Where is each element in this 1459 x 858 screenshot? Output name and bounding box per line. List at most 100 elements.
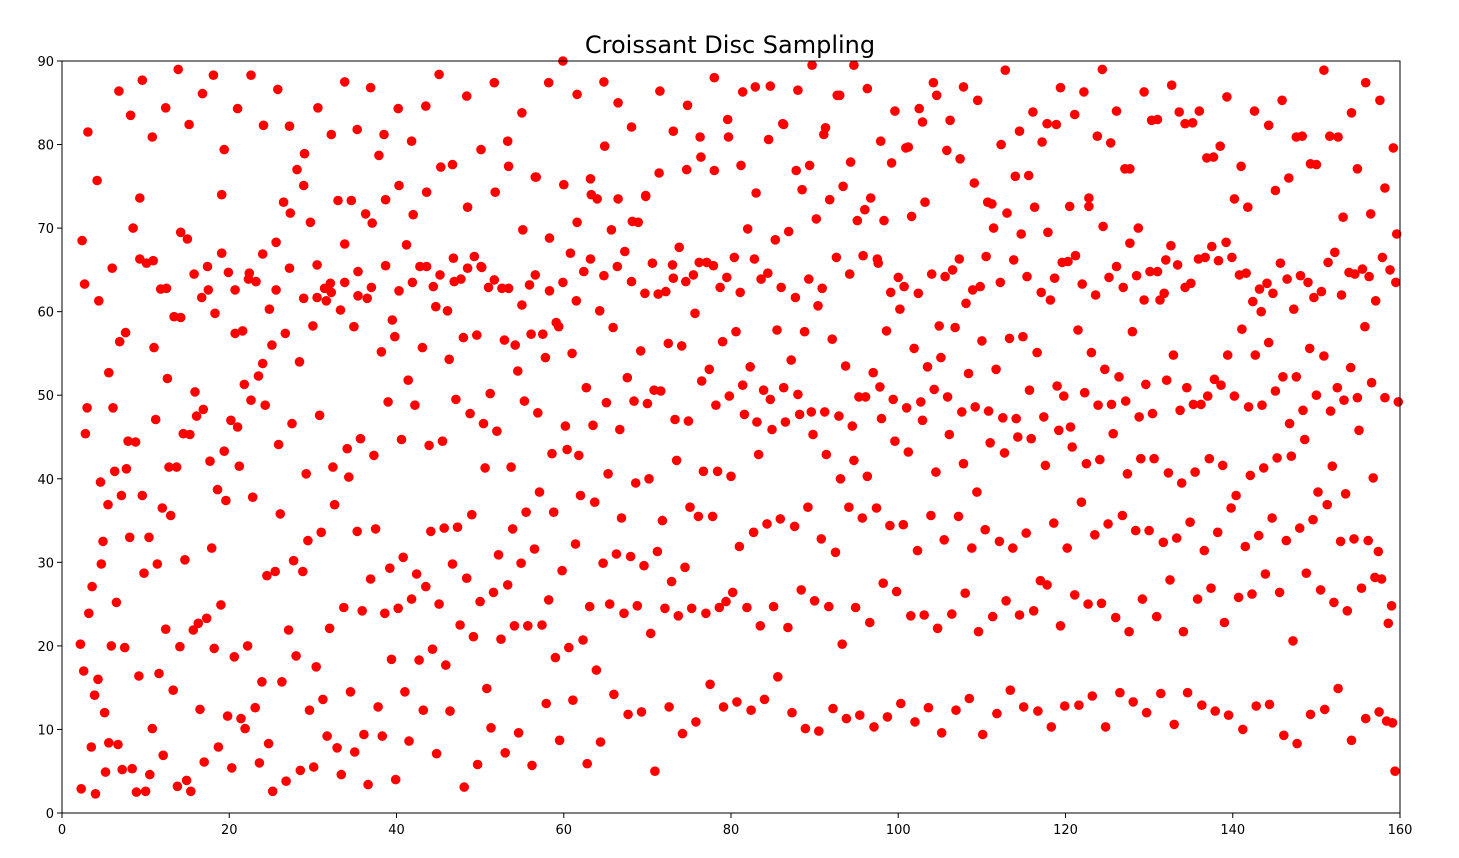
data-point [442, 306, 453, 316]
data-point [914, 103, 924, 114]
data-point [175, 641, 185, 652]
data-point [164, 462, 174, 472]
data-point [267, 340, 277, 350]
data-point [451, 394, 461, 405]
data-point [459, 782, 470, 792]
data-point [919, 610, 929, 620]
data-point [951, 705, 961, 715]
data-point [1388, 143, 1399, 153]
data-point [557, 565, 567, 576]
data-point [205, 456, 215, 467]
data-point [1352, 392, 1363, 403]
data-point [913, 288, 924, 299]
data-point [708, 260, 719, 271]
data-point [1380, 183, 1390, 193]
data-point [775, 514, 786, 524]
data-point [790, 292, 801, 303]
data-point [944, 429, 955, 440]
data-point [1137, 594, 1148, 604]
x-tick-label: 80 [723, 823, 740, 838]
data-point [1264, 699, 1275, 710]
data-point [838, 181, 848, 192]
data-point [1336, 290, 1347, 300]
data-point [1069, 109, 1080, 120]
data-point [114, 336, 125, 347]
data-point [434, 69, 444, 80]
data-point [1319, 704, 1330, 715]
data-point [478, 418, 489, 429]
data-point [1330, 247, 1340, 258]
data-point [547, 448, 557, 459]
data-point [1270, 386, 1281, 396]
data-point [998, 413, 1008, 423]
data-point [1010, 171, 1021, 182]
data-point [168, 685, 178, 695]
data-point [483, 282, 494, 293]
data-point [1021, 528, 1031, 538]
data-point [1059, 391, 1069, 401]
data-point [960, 588, 970, 598]
data-point [615, 424, 625, 435]
data-point [1018, 331, 1028, 342]
data-point [1305, 709, 1316, 720]
data-point [1186, 278, 1196, 289]
data-point [448, 253, 459, 263]
data-point [291, 651, 301, 661]
data-point [90, 789, 101, 799]
data-point [86, 742, 97, 752]
data-point [855, 710, 865, 720]
data-point [295, 765, 306, 776]
data-point [128, 223, 138, 233]
data-point [96, 559, 107, 569]
y-tick-label: 10 [37, 723, 54, 738]
data-point [890, 436, 900, 447]
data-point [352, 124, 363, 135]
data-point [1096, 598, 1107, 609]
data-point [1124, 626, 1134, 637]
data-point [314, 410, 325, 421]
data-point [308, 762, 319, 772]
data-point [696, 152, 706, 162]
data-point [339, 277, 350, 288]
data-point [731, 326, 741, 337]
data-point [1023, 170, 1034, 181]
data-point [222, 711, 233, 721]
plot-frame [61, 60, 1401, 814]
data-point [748, 527, 759, 538]
data-point [1128, 697, 1138, 707]
data-point [875, 382, 885, 392]
data-point [1335, 536, 1346, 547]
data-point [1174, 107, 1184, 117]
data-point [394, 180, 404, 191]
data-point [421, 187, 432, 197]
data-point [1083, 599, 1093, 609]
data-point [258, 120, 269, 131]
data-point [670, 414, 680, 425]
data-point [964, 693, 975, 704]
data-point [1243, 402, 1254, 412]
data-point [1122, 469, 1133, 479]
data-point [654, 168, 664, 178]
data-point [1325, 131, 1335, 141]
data-point [324, 623, 335, 634]
data-point [1073, 325, 1083, 335]
data-point [824, 601, 834, 612]
data-point [1206, 583, 1216, 593]
data-point [981, 251, 991, 262]
data-point [299, 148, 310, 159]
data-point [831, 252, 842, 263]
data-point [339, 77, 350, 87]
data-point [950, 322, 960, 333]
data-point [1350, 269, 1360, 279]
data-point [253, 371, 264, 381]
data-point [657, 515, 668, 526]
data-point [298, 180, 309, 191]
data-point [543, 77, 554, 88]
data-point [783, 226, 794, 237]
data-point [674, 242, 684, 253]
data-point [958, 82, 969, 92]
data-point [1054, 425, 1064, 436]
data-point [406, 136, 417, 146]
data-point [117, 764, 127, 775]
data-point [84, 608, 94, 619]
